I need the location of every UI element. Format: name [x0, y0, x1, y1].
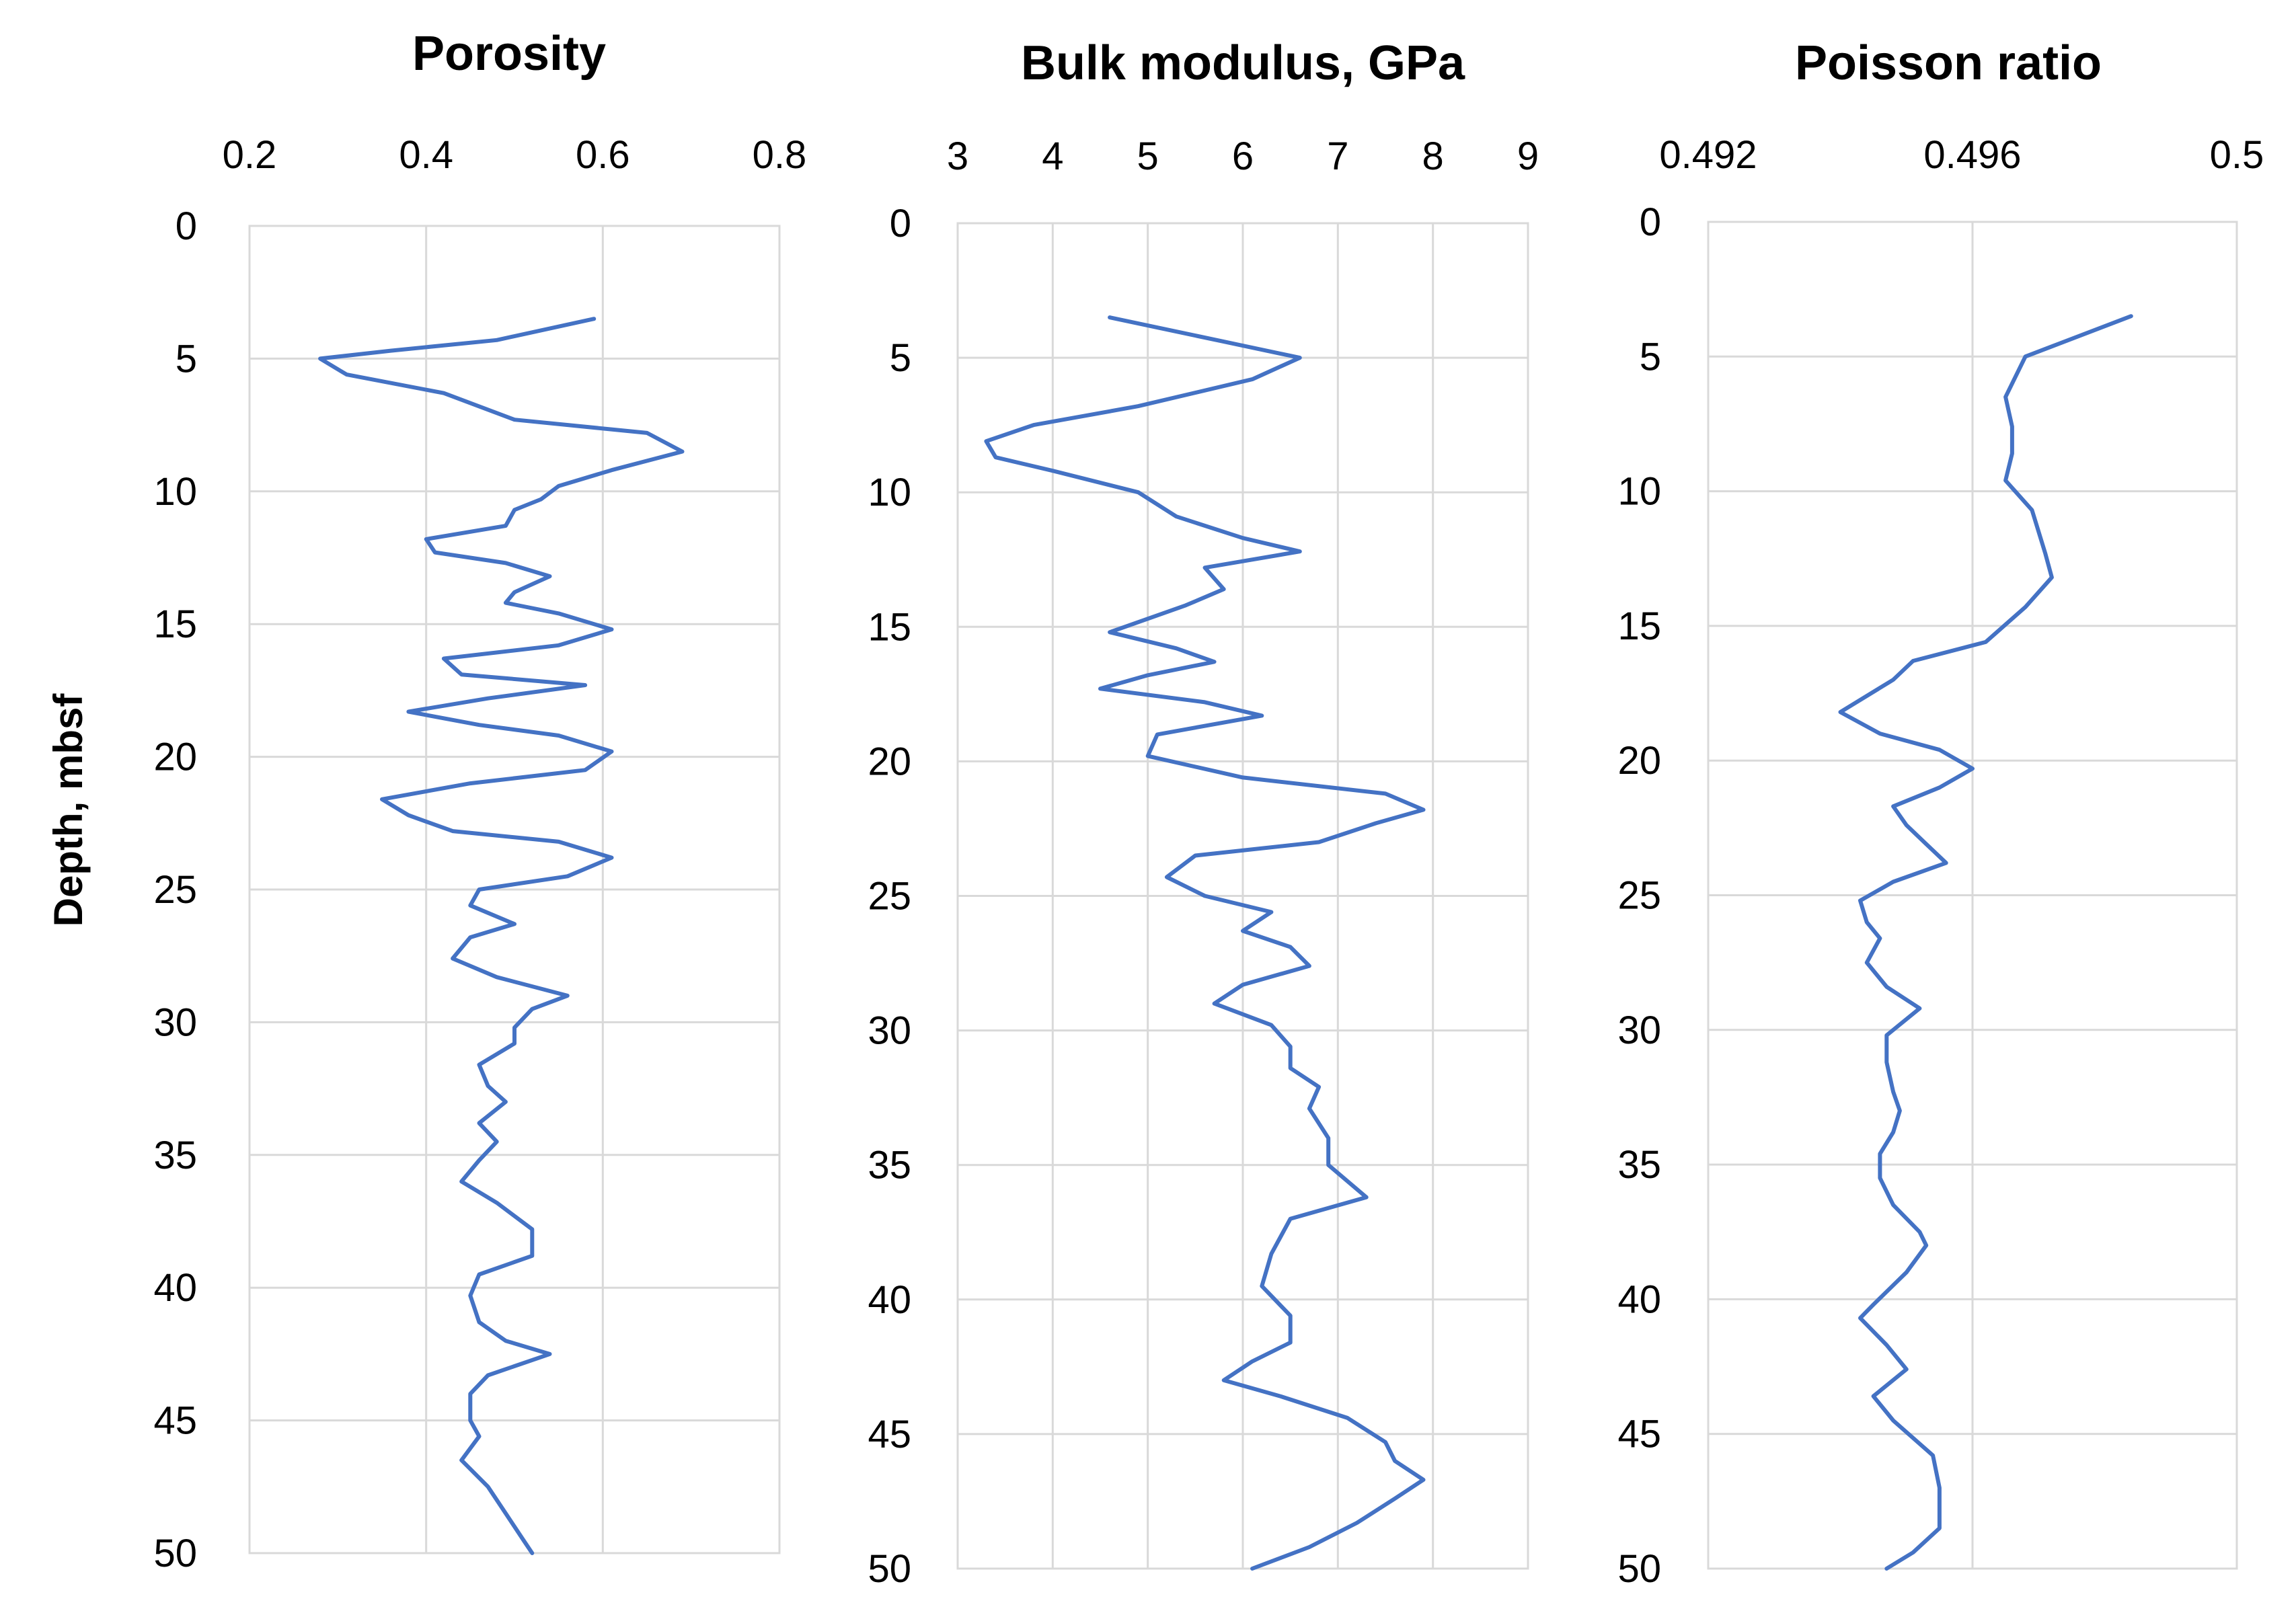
poisson-y-tick-label: 25: [1617, 874, 1661, 918]
bulk-modulus-y-tick-label: 5: [890, 336, 911, 380]
poisson-x-tick-label: 0.492: [1659, 133, 1757, 177]
bulk-modulus-x-tick-label: 3: [947, 134, 968, 178]
bulk-modulus-y-tick-label: 0: [890, 202, 911, 245]
porosity-y-tick-label: 10: [153, 470, 197, 514]
poisson-y-tick-label: 5: [1640, 335, 1661, 379]
porosity-y-tick-label: 40: [153, 1266, 197, 1310]
bulk-modulus-x-tick-label: 4: [1042, 134, 1063, 178]
porosity-y-tick-label: 20: [153, 736, 197, 779]
poisson-series-line: [1838, 314, 2133, 1571]
porosity-y-tick-label: 50: [153, 1532, 197, 1575]
poisson-y-tick-label: 45: [1617, 1413, 1661, 1456]
bulk-modulus-panel-title: Bulk modulus, GPa: [1021, 36, 1465, 90]
poisson-y-tick-label: 40: [1617, 1277, 1661, 1321]
porosity-x-tick-label: 0.2: [223, 133, 277, 177]
porosity-y-tick-label: 25: [153, 868, 197, 912]
poisson-y-tick-label: 10: [1617, 470, 1661, 514]
bulk-modulus-x-tick-label: 9: [1517, 134, 1539, 178]
porosity-y-tick-label: 35: [153, 1134, 197, 1177]
poisson-y-tick-label: 35: [1617, 1143, 1661, 1187]
poisson-y-tick-label: 30: [1617, 1009, 1661, 1052]
bulk-modulus-x-tick-label: 6: [1232, 134, 1254, 178]
poisson-x-tick-label: 0.5: [2210, 133, 2264, 177]
bulk-modulus-x-tick-label: 8: [1422, 134, 1444, 178]
bulk-modulus-y-tick-label: 25: [868, 875, 911, 918]
y-axis-label: Depth, mbsf: [46, 693, 91, 927]
porosity-y-tick-label: 15: [153, 602, 197, 646]
porosity-series-line: [318, 317, 685, 1555]
porosity-x-tick-label: 0.6: [576, 133, 630, 177]
bulk-modulus-y-tick-label: 10: [868, 471, 911, 514]
bulk-modulus-y-tick-label: 30: [868, 1009, 911, 1053]
bulk-modulus-y-tick-label: 15: [868, 605, 911, 649]
bulk-modulus-y-tick-label: 35: [868, 1144, 911, 1187]
bulk-modulus-y-tick-label: 20: [868, 740, 911, 783]
poisson-x-tick-label: 0.496: [1923, 133, 2021, 177]
porosity-x-tick-label: 0.4: [399, 133, 453, 177]
poisson-y-tick-label: 20: [1617, 739, 1661, 783]
bulk-modulus-y-tick-label: 50: [868, 1547, 911, 1591]
poisson-panel-title: Poisson ratio: [1795, 36, 2102, 90]
bulk-modulus-y-tick-label: 45: [868, 1413, 911, 1456]
porosity-y-tick-label: 5: [176, 337, 197, 381]
porosity-x-tick-label: 0.8: [753, 133, 807, 177]
bulk-modulus-series-line: [984, 315, 1426, 1571]
porosity-y-tick-label: 45: [153, 1399, 197, 1443]
porosity-y-tick-label: 30: [153, 1000, 197, 1044]
bulk-modulus-x-tick-label: 7: [1327, 134, 1348, 178]
poisson-y-tick-label: 0: [1640, 200, 1661, 244]
porosity-y-tick-label: 0: [176, 204, 197, 248]
poisson-y-tick-label: 50: [1617, 1547, 1661, 1591]
poisson-y-tick-label: 15: [1617, 604, 1661, 648]
porosity-panel-title: Porosity: [412, 27, 606, 81]
bulk-modulus-y-tick-label: 40: [868, 1278, 911, 1322]
bulk-modulus-x-tick-label: 5: [1137, 134, 1159, 178]
